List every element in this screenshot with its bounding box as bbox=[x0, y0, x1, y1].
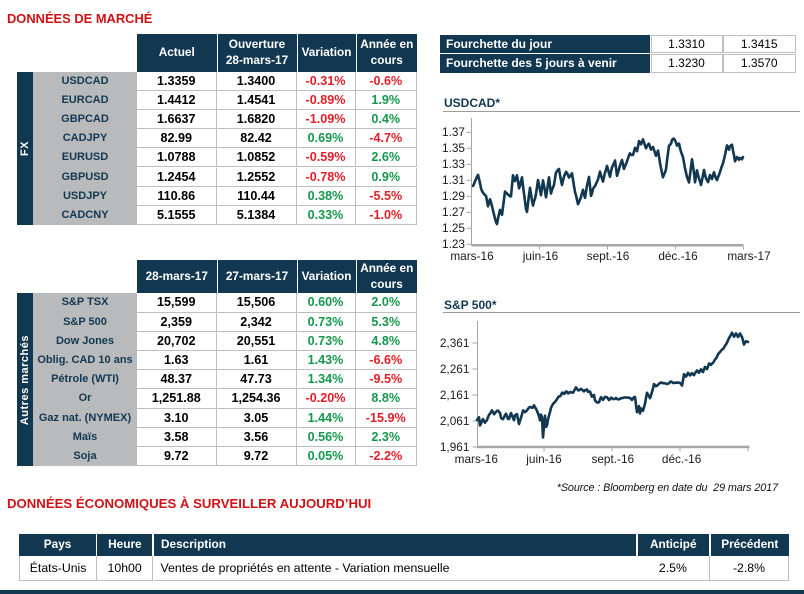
svg-text:mars-17: mars-17 bbox=[727, 249, 770, 263]
svg-text:sept.-16: sept.-16 bbox=[591, 452, 634, 466]
svg-text:déc.-16: déc.-16 bbox=[658, 249, 698, 263]
svg-text:1.25: 1.25 bbox=[442, 221, 465, 235]
svg-text:1,961: 1,961 bbox=[440, 440, 469, 454]
svg-text:1.37: 1.37 bbox=[442, 125, 465, 139]
svg-text:1.33: 1.33 bbox=[442, 157, 465, 171]
svg-text:2,061: 2,061 bbox=[440, 414, 469, 428]
svg-text:2,161: 2,161 bbox=[440, 388, 469, 402]
svg-text:1.27: 1.27 bbox=[442, 205, 465, 219]
svg-text:mars-16: mars-16 bbox=[455, 452, 499, 466]
svg-text:juin-16: juin-16 bbox=[525, 452, 562, 466]
svg-text:1.29: 1.29 bbox=[442, 189, 465, 203]
svg-text:sept.-16: sept.-16 bbox=[587, 249, 630, 263]
svg-text:juin-16: juin-16 bbox=[522, 249, 559, 263]
svg-text:mars-16: mars-16 bbox=[450, 249, 494, 263]
svg-text:déc.-16: déc.-16 bbox=[662, 452, 702, 466]
svg-text:1.35: 1.35 bbox=[442, 141, 465, 155]
svg-text:1.31: 1.31 bbox=[442, 173, 465, 187]
svg-text:2,361: 2,361 bbox=[440, 336, 469, 350]
svg-text:2,261: 2,261 bbox=[440, 362, 469, 376]
svg-text:1.23: 1.23 bbox=[442, 237, 465, 251]
